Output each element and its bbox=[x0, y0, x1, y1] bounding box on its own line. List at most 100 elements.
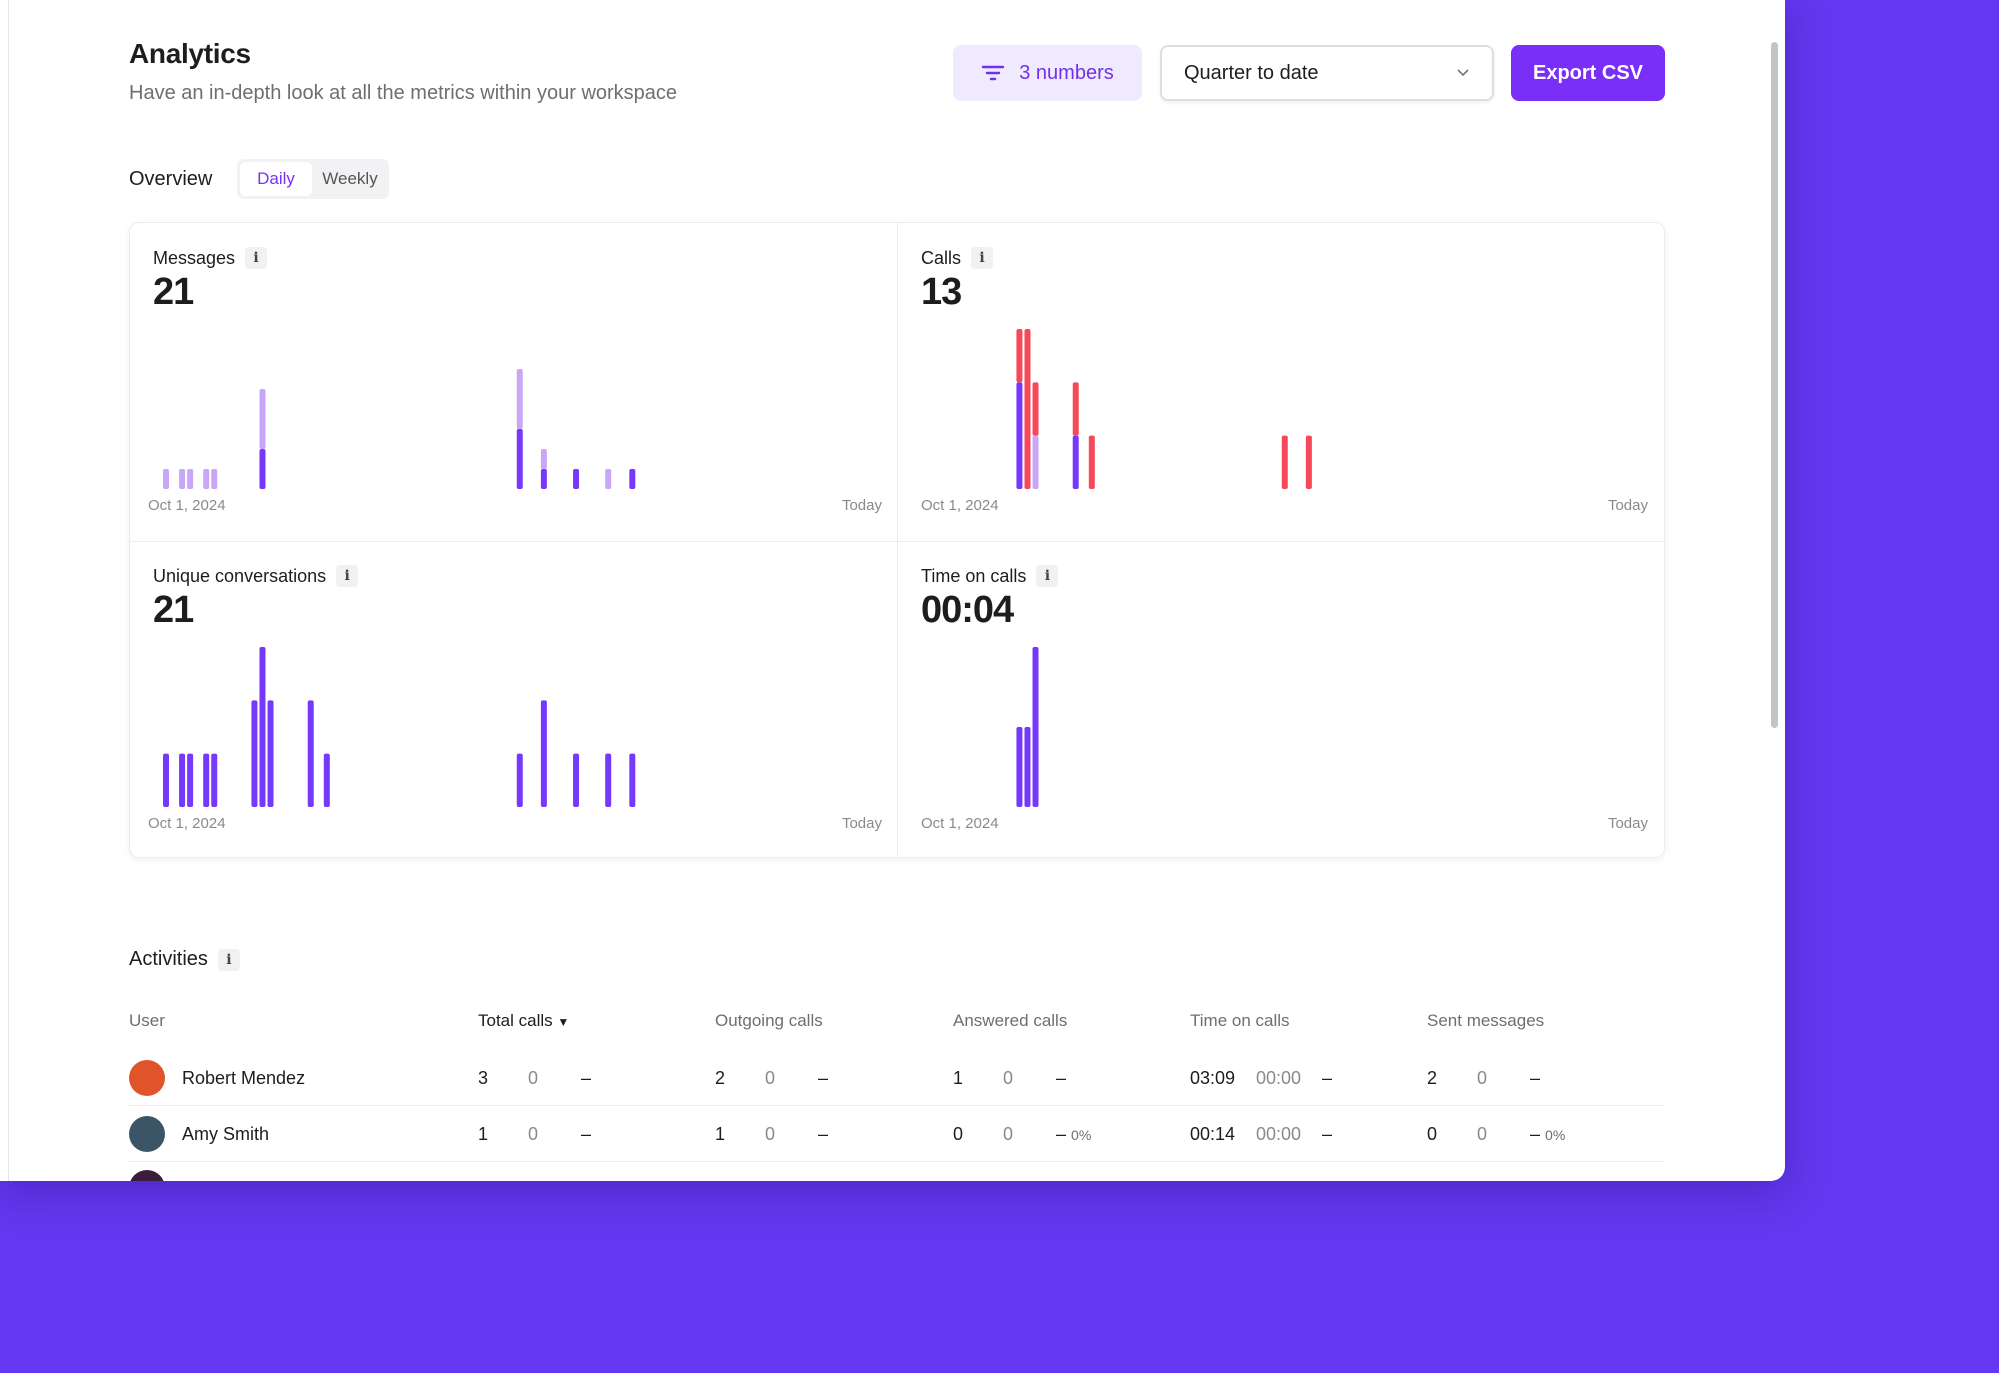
bar-segment-2024-10-06[interactable] bbox=[203, 469, 210, 489]
cell-previous: 0 bbox=[528, 1068, 539, 1088]
bar-segment-2024-10-12[interactable] bbox=[1016, 329, 1023, 383]
info-icon[interactable]: i bbox=[217, 948, 240, 971]
change-dash: – bbox=[1530, 1124, 1541, 1144]
bar-segment-2024-10-19[interactable] bbox=[1072, 435, 1079, 489]
bar-segment-2024-10-13[interactable] bbox=[1024, 329, 1031, 489]
bar-segment-2024-10-13[interactable] bbox=[1024, 727, 1031, 807]
change-dash: – bbox=[818, 1068, 829, 1088]
info-icon[interactable]: i bbox=[336, 565, 359, 587]
column-header-outgoing-calls[interactable]: Outgoing calls bbox=[715, 1011, 823, 1030]
bar-segment-2024-11-25[interactable] bbox=[605, 753, 612, 807]
cell-change: – bbox=[1322, 1068, 1332, 1089]
export-csv-button[interactable]: Export CSV bbox=[1511, 45, 1665, 101]
row-divider bbox=[129, 1161, 1665, 1162]
user-name: Robert Mendez bbox=[182, 1068, 306, 1088]
column-header-time-on-calls[interactable]: Time on calls bbox=[1190, 1011, 1290, 1030]
bar-segment-2024-10-13[interactable] bbox=[259, 449, 266, 489]
cell-previous: 00:00 bbox=[1256, 1068, 1302, 1088]
bar-segment-2024-10-14[interactable] bbox=[267, 700, 274, 807]
column-header-user[interactable]: User bbox=[129, 1011, 165, 1030]
cell-change: – bbox=[581, 1124, 591, 1145]
cell-change: – bbox=[818, 1068, 828, 1089]
bar-segment-2024-11-25[interactable] bbox=[605, 469, 612, 489]
bar-segment-2024-10-13[interactable] bbox=[259, 647, 266, 807]
metric-title: Time on calls i bbox=[921, 565, 1059, 587]
sidebar-divider bbox=[8, 0, 9, 1181]
bar-segment-2024-11-14[interactable] bbox=[516, 753, 523, 807]
cell-previous: 00:00 bbox=[1256, 1124, 1302, 1144]
bar-segment-2024-10-21[interactable] bbox=[1088, 435, 1095, 489]
info-icon[interactable]: i bbox=[1036, 565, 1059, 587]
bar-segment-2024-11-17[interactable] bbox=[1305, 435, 1312, 489]
metric-panel-time-on-calls: Time on calls i 00:04 Oct 1, 2024 Today bbox=[898, 541, 1664, 857]
bar-segment-2024-10-14[interactable] bbox=[1032, 435, 1039, 489]
table-row[interactable]: Robert Mendez 3 0 – 2 0 – 1 0 – 03:09 00:… bbox=[129, 1054, 1665, 1106]
bar-segment-2024-10-12[interactable] bbox=[1016, 727, 1023, 807]
tab-weekly[interactable]: Weekly bbox=[322, 169, 378, 188]
metric-title-label: Messages bbox=[153, 247, 236, 268]
bar-segment-2024-10-21[interactable] bbox=[323, 753, 330, 807]
metric-value: 13 bbox=[921, 271, 962, 313]
bar-segment-2024-11-17[interactable] bbox=[540, 449, 547, 469]
tab-daily[interactable]: Daily bbox=[240, 162, 312, 196]
app-window: Analytics Have an in-depth look at all t… bbox=[0, 0, 1785, 1181]
cell-value: 2 bbox=[715, 1068, 726, 1088]
metric-panel-unique-conversations: Unique conversations i 21 Oct 1, 2024 Tod… bbox=[130, 541, 898, 857]
bar-segment-2024-10-06[interactable] bbox=[203, 753, 210, 807]
info-icon[interactable]: i bbox=[245, 247, 268, 269]
bar-segment-2024-10-13[interactable] bbox=[259, 389, 266, 449]
metric-value: 00:04 bbox=[921, 589, 1014, 631]
period-select[interactable]: Quarter to date bbox=[1160, 45, 1494, 101]
metric-panel-messages: Messages i 21 Oct 1, 2024 Today bbox=[130, 223, 898, 541]
page-title: Analytics bbox=[129, 38, 251, 69]
change-percent: 0% bbox=[1545, 1127, 1566, 1143]
cell-previous: 0 bbox=[528, 1124, 539, 1144]
bar-segment-2024-11-17[interactable] bbox=[540, 700, 547, 807]
bar-segment-2024-10-03[interactable] bbox=[179, 753, 186, 807]
x-axis-start-label: Oct 1, 2024 bbox=[921, 497, 999, 514]
bar-segment-2024-10-14[interactable] bbox=[1032, 647, 1039, 807]
cell-value: 00:14 bbox=[1190, 1124, 1236, 1144]
scrollbar[interactable] bbox=[1771, 42, 1778, 728]
bar-segment-2024-10-19[interactable] bbox=[307, 700, 314, 807]
column-header-label: Total calls bbox=[478, 1011, 553, 1030]
bar-segment-2024-11-21[interactable] bbox=[573, 469, 580, 489]
info-icon[interactable]: i bbox=[971, 247, 994, 269]
bar-segment-2024-11-14[interactable] bbox=[516, 429, 523, 489]
bar-segment-2024-11-14[interactable] bbox=[516, 369, 523, 429]
bar-segment-2024-10-12[interactable] bbox=[251, 700, 258, 807]
bar-segment-2024-11-17[interactable] bbox=[540, 469, 547, 489]
bar-segment-2024-10-14[interactable] bbox=[1032, 382, 1039, 436]
bar-segment-2024-10-07[interactable] bbox=[211, 469, 218, 489]
bar-chart bbox=[163, 369, 636, 489]
change-percent: 0% bbox=[1071, 1127, 1092, 1143]
cell-value: 1 bbox=[715, 1124, 726, 1144]
bar-segment-2024-10-03[interactable] bbox=[179, 469, 186, 489]
bar-segment-2024-10-07[interactable] bbox=[211, 753, 218, 807]
user-name: Amy Smith bbox=[182, 1124, 270, 1144]
bar-segment-2024-11-28[interactable] bbox=[629, 469, 636, 489]
bar-segment-2024-10-04[interactable] bbox=[187, 469, 194, 489]
filter-button[interactable]: 3 numbers bbox=[953, 45, 1142, 101]
change-dash: – bbox=[1322, 1124, 1333, 1144]
x-axis-start-label: Oct 1, 2024 bbox=[148, 815, 226, 832]
avatar bbox=[129, 1060, 165, 1096]
bar-segment-2024-10-19[interactable] bbox=[1072, 382, 1079, 436]
bar-segment-2024-11-14[interactable] bbox=[1281, 435, 1288, 489]
column-header-sent-messages[interactable]: Sent messages bbox=[1427, 1011, 1545, 1030]
bar-segment-2024-10-01[interactable] bbox=[163, 753, 169, 807]
table-row[interactable]: Amy Smith 1 0 – 1 0 – 0 0 – 0% 00:14 00:00… bbox=[129, 1110, 1665, 1162]
change-dash: – bbox=[1530, 1068, 1541, 1088]
bar-segment-2024-10-12[interactable] bbox=[1016, 382, 1023, 489]
bar-segment-2024-11-28[interactable] bbox=[629, 753, 636, 807]
column-header-total-calls[interactable]: Total calls ▼ bbox=[478, 1011, 569, 1031]
filter-label: 3 numbers bbox=[1019, 61, 1114, 84]
column-header-answered-calls[interactable]: Answered calls bbox=[953, 1011, 1068, 1030]
bar-segment-2024-10-04[interactable] bbox=[187, 753, 194, 807]
x-axis-end-label: Today bbox=[1607, 815, 1648, 832]
x-axis-start-label: Oct 1, 2024 bbox=[148, 497, 226, 514]
cell-previous: 0 bbox=[1477, 1068, 1488, 1088]
bar-segment-2024-10-01[interactable] bbox=[163, 469, 169, 489]
bar-segment-2024-11-21[interactable] bbox=[573, 753, 580, 807]
cell-previous: 0 bbox=[765, 1068, 776, 1088]
